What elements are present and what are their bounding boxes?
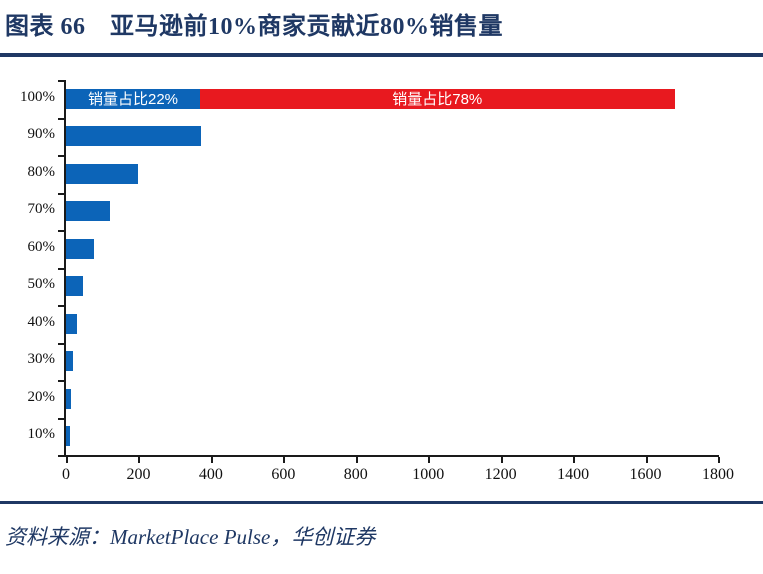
bar-60%-seg0 xyxy=(66,238,95,259)
y-axis-label: 30% xyxy=(27,351,56,368)
x-axis-label: 1000 xyxy=(412,466,445,483)
bar-share-label: 销量占比78% xyxy=(392,91,483,109)
x-axis-tick xyxy=(355,457,358,463)
y-axis-label: 60% xyxy=(27,238,56,255)
x-axis-tick xyxy=(66,457,68,463)
bar-80%-seg0 xyxy=(66,163,139,184)
x-axis-tick xyxy=(573,457,576,463)
y-axis-tick xyxy=(58,455,64,457)
bar-20%-seg0 xyxy=(66,388,72,409)
bar-100%-seg1: 销量占比78% xyxy=(200,88,675,109)
y-axis-tick xyxy=(58,417,64,420)
x-axis-label: 600 xyxy=(271,466,296,483)
y-axis-label: 20% xyxy=(27,388,56,405)
bar-10%-seg0 xyxy=(66,426,70,447)
bar-100%-seg0: 销量占比22% xyxy=(66,88,201,109)
y-axis-tick xyxy=(58,267,64,270)
y-axis-tick xyxy=(58,155,64,157)
y-axis-tick xyxy=(58,117,64,120)
x-axis-label: 1200 xyxy=(484,466,517,483)
bar-70%-seg0 xyxy=(66,201,111,222)
x-axis-label: 400 xyxy=(198,466,223,483)
bar-share-label: 销量占比22% xyxy=(87,91,179,109)
x-axis-tick xyxy=(283,457,286,463)
y-axis-label: 40% xyxy=(27,313,56,330)
y-axis-tick xyxy=(58,192,64,195)
bar-90%-seg0 xyxy=(66,126,201,147)
y-axis-line xyxy=(64,80,66,455)
y-axis-label: 10% xyxy=(27,426,56,443)
figure-title: 图表 66 亚马逊前10%商家贡献近80%销售量 xyxy=(5,14,503,40)
x-axis-tick xyxy=(645,457,648,463)
x-axis-label: 0 xyxy=(62,466,70,483)
bar-30%-seg0 xyxy=(66,351,74,372)
bar-40%-seg0 xyxy=(66,313,77,334)
footer-divider-line xyxy=(0,501,763,504)
bar-50%-seg0 xyxy=(66,276,84,297)
x-axis-tick xyxy=(428,457,431,463)
x-axis-tick xyxy=(500,457,503,463)
x-axis-tick xyxy=(210,457,213,463)
x-axis-label: 1600 xyxy=(629,466,662,483)
y-axis-tick xyxy=(58,80,64,82)
y-axis-label: 100% xyxy=(20,88,55,105)
x-axis-tick xyxy=(718,457,720,463)
x-axis-label: 800 xyxy=(343,466,368,483)
x-axis-line xyxy=(64,455,719,457)
x-axis-label: 1800 xyxy=(702,466,734,483)
x-axis-label: 200 xyxy=(126,466,151,483)
y-axis-tick xyxy=(58,305,64,307)
x-axis-label: 1400 xyxy=(557,466,590,483)
x-axis-tick xyxy=(138,457,141,463)
y-axis-label: 50% xyxy=(27,276,56,293)
y-axis-tick xyxy=(58,342,64,345)
source-note: 资料来源：MarketPlace Pulse，华创证券 xyxy=(5,525,376,549)
y-axis-label: 80% xyxy=(27,163,56,180)
title-divider-line xyxy=(0,53,763,57)
y-axis-label: 90% xyxy=(27,126,56,143)
y-axis-label: 70% xyxy=(27,201,56,218)
y-axis-tick xyxy=(58,380,64,382)
y-axis-tick xyxy=(58,230,64,232)
